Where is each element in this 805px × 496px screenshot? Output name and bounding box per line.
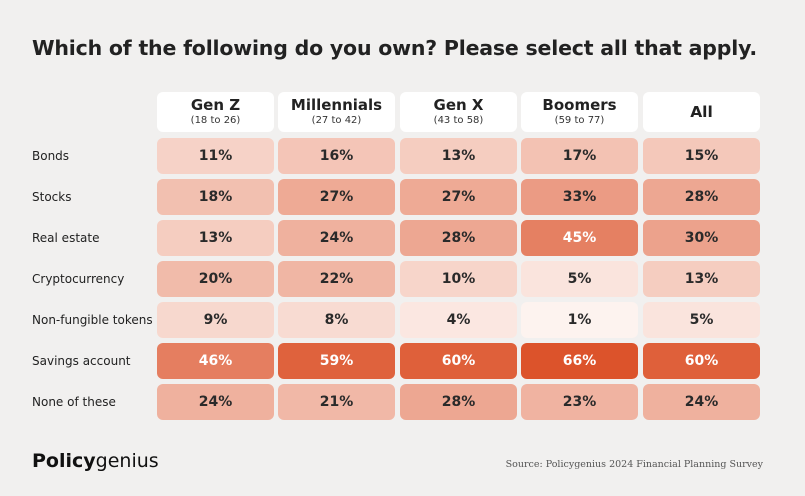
heatmap-cell: 46% [157, 343, 274, 379]
heatmap-cell: 45% [521, 220, 638, 256]
policygenius-logo: Policygenius [32, 450, 159, 472]
heatmap-cell: 28% [400, 384, 517, 420]
heatmap-cell: 8% [278, 302, 395, 338]
heatmap-cell: 66% [521, 343, 638, 379]
heatmap-cell: 9% [157, 302, 274, 338]
column-header-name: Boomers [542, 96, 617, 114]
logo-regular-text: genius [95, 450, 159, 472]
heatmap-cell: 20% [157, 261, 274, 297]
column-header-name: Millennials [290, 96, 383, 114]
column-header-name: Gen Z [190, 96, 241, 114]
row-label: Non-fungible tokens [32, 313, 153, 327]
heatmap-cell: 13% [643, 261, 760, 297]
heatmap-cell: 16% [278, 138, 395, 174]
logo-bold-text: Policy [32, 450, 96, 472]
heatmap-cell: 27% [278, 179, 395, 215]
heatmap-cell: 24% [278, 220, 395, 256]
heatmap-cell: 1% [521, 302, 638, 338]
column-header: Boomers (59 to 77) [521, 92, 638, 132]
heatmap-cell: 33% [521, 179, 638, 215]
heatmap-cell: 13% [400, 138, 517, 174]
source-note: Source: Policygenius 2024 Financial Plan… [505, 459, 763, 470]
column-header-age-range: (59 to 77) [554, 115, 605, 126]
column-header-age-range: (27 to 42) [311, 115, 362, 126]
heatmap-cell: 13% [157, 220, 274, 256]
heatmap-cell: 28% [400, 220, 517, 256]
heatmap-cell: 24% [643, 384, 760, 420]
row-label: Stocks [32, 190, 72, 204]
row-label: Real estate [32, 231, 100, 245]
heatmap-cell: 28% [643, 179, 760, 215]
heatmap-cell: 23% [521, 384, 638, 420]
column-header-name: Gen X [433, 96, 484, 114]
chart-title: Which of the following do you own? Pleas… [32, 36, 757, 60]
heatmap-cell: 22% [278, 261, 395, 297]
heatmap-cell: 15% [643, 138, 760, 174]
column-header: Gen X (43 to 58) [400, 92, 517, 132]
row-label: Bonds [32, 149, 70, 163]
column-header: All [643, 92, 760, 132]
heatmap-cell: 60% [643, 343, 760, 379]
row-label: Cryptocurrency [32, 272, 125, 286]
column-header-age-range: (18 to 26) [190, 115, 241, 126]
heatmap-cell: 5% [643, 302, 760, 338]
row-label: Savings account [32, 354, 131, 368]
heatmap-cell: 18% [157, 179, 274, 215]
heatmap-cell: 5% [521, 261, 638, 297]
column-header-age-range: (43 to 58) [433, 115, 484, 126]
heatmap-cell: 21% [278, 384, 395, 420]
heatmap-cell: 60% [400, 343, 517, 379]
heatmap-cell: 11% [157, 138, 274, 174]
heatmap-cell: 59% [278, 343, 395, 379]
heatmap-cell: 4% [400, 302, 517, 338]
heatmap-cell: 27% [400, 179, 517, 215]
column-header-name: All [690, 102, 713, 121]
column-header: Gen Z (18 to 26) [157, 92, 274, 132]
row-label: None of these [32, 395, 116, 409]
heatmap-cell: 24% [157, 384, 274, 420]
column-header: Millennials (27 to 42) [278, 92, 395, 132]
heatmap-cell: 17% [521, 138, 638, 174]
heatmap-cell: 30% [643, 220, 760, 256]
heatmap-cell: 10% [400, 261, 517, 297]
